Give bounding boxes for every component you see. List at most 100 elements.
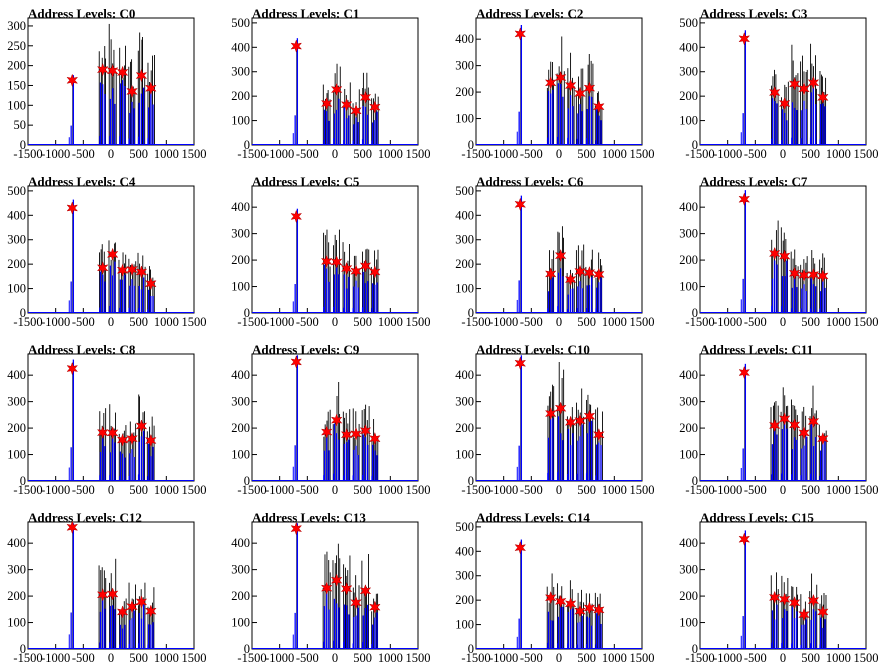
y-tick-label: 0 <box>244 306 250 320</box>
x-tick-label: 500 <box>801 315 820 329</box>
x-tick-label: -1500 <box>13 651 42 665</box>
y-tick-label: 200 <box>231 253 250 267</box>
peak-marker <box>96 425 109 440</box>
y-tick-label: 400 <box>231 368 250 382</box>
peak-marker <box>778 592 791 607</box>
chart-plot: 0 100 200 300 400 -1500-1000 -500 0 500 1000 1500 <box>455 353 655 497</box>
peak-marker <box>816 269 829 283</box>
peak-marker <box>574 604 586 618</box>
y-tick-label: 0 <box>20 474 26 488</box>
x-tick-label: 1500 <box>630 651 655 665</box>
chart-title: Address Levels: C7 <box>700 174 808 189</box>
y-tick-label: 200 <box>231 589 250 603</box>
peak-marker <box>778 249 791 263</box>
y-tick-label: 0 <box>244 138 250 152</box>
x-tick-label: 1000 <box>378 483 403 497</box>
y-tick-label: 300 <box>7 19 26 33</box>
chart-title: Address Levels: C12 <box>28 510 142 525</box>
peak-marker <box>340 581 353 596</box>
peak-marker <box>768 85 781 100</box>
y-tick-label: 50 <box>14 118 27 132</box>
x-tick-label: 1500 <box>406 315 431 329</box>
y-tick-label: 0 <box>468 138 474 152</box>
peak-marker <box>816 605 829 619</box>
y-tick-label: 300 <box>455 59 474 73</box>
x-tick-label: 1500 <box>630 483 655 497</box>
x-tick-label: -1500 <box>13 315 42 329</box>
x-tick-label: -500 <box>72 315 95 329</box>
x-tick-label: 0 <box>556 651 562 665</box>
x-tick-label: -500 <box>296 147 319 161</box>
x-tick-label: -500 <box>744 147 767 161</box>
y-tick-label: 400 <box>7 208 26 222</box>
peak-marker <box>144 433 157 448</box>
chart-plot: 0 100 200 300 400 -1500-1000 -500 0 500 1000 1500 <box>7 353 207 497</box>
x-tick-label: 0 <box>332 315 338 329</box>
peak-marker <box>290 355 303 369</box>
x-tick-label: -1000 <box>489 315 518 329</box>
peak-marker <box>788 418 801 432</box>
x-tick-label: 1000 <box>602 651 627 665</box>
x-tick-label: 0 <box>780 651 786 665</box>
x-tick-label: 1000 <box>378 651 403 665</box>
x-tick-label: -1500 <box>237 147 266 161</box>
x-tick-label: 0 <box>780 315 786 329</box>
peak-marker <box>126 84 138 99</box>
x-tick-label: 0 <box>108 651 114 665</box>
peak-marker <box>564 597 577 611</box>
y-tick-label: 300 <box>7 233 26 247</box>
peak-marker <box>340 261 353 276</box>
y-tick-label: 400 <box>679 200 698 214</box>
y-tick-label: 200 <box>679 253 698 267</box>
y-tick-label: 400 <box>679 40 698 54</box>
chart-plot: 0 100 200 300 400 500 -1500-1000 -500 0 500 1000 15… <box>679 16 878 161</box>
chart-plot: 0 100 200 300 400 -1500-1000 -500 0 500 1000 1500 <box>679 185 879 329</box>
x-tick-label: 1000 <box>378 147 403 161</box>
x-tick-label: 0 <box>780 147 786 161</box>
x-tick-label: 500 <box>129 147 148 161</box>
peak-marker <box>738 532 751 546</box>
y-tick-label: 100 <box>231 114 250 128</box>
y-tick-label: 200 <box>7 257 26 271</box>
y-tick-label: 100 <box>231 616 250 630</box>
chart-panel: Address Levels: C14 0 100 200 300 400 500 -1500… <box>448 504 672 672</box>
x-tick-label: 0 <box>556 483 562 497</box>
peak-marker <box>554 248 567 263</box>
peak-marker <box>514 540 527 555</box>
y-tick-label: 300 <box>231 563 250 577</box>
peak-marker <box>106 587 119 601</box>
y-tick-label: 200 <box>231 421 250 435</box>
x-tick-label: 1000 <box>826 651 851 665</box>
y-tick-label: 300 <box>231 395 250 409</box>
x-tick-label: -500 <box>520 483 543 497</box>
peak-marker <box>330 413 343 427</box>
chart-title: Address Levels: C8 <box>28 342 136 357</box>
y-tick-label: 400 <box>455 208 474 222</box>
y-tick-label: 100 <box>679 616 698 630</box>
chart-panel: Address Levels: C10 0 100 200 300 400 -1500 -10… <box>448 336 672 504</box>
peak-marker <box>290 521 303 536</box>
x-tick-label: -1000 <box>713 483 742 497</box>
peak-marker <box>330 255 343 269</box>
y-tick-label: 200 <box>455 257 474 271</box>
peak-marker <box>106 64 119 78</box>
peak-marker <box>106 426 119 440</box>
peak-marker <box>320 96 333 111</box>
y-tick-label: 300 <box>7 563 26 577</box>
x-tick-label: 1500 <box>854 651 879 665</box>
y-tick-label: 300 <box>679 227 698 241</box>
x-tick-label: -500 <box>296 483 319 497</box>
chart-title: Address Levels: C4 <box>28 174 136 189</box>
peak-marker <box>66 520 79 535</box>
chart-plot: 0 50 100 150 200 250 300 -1500-1000 -500 0 500 1000… <box>7 17 207 161</box>
peak-marker <box>96 62 109 77</box>
peak-marker <box>126 262 138 277</box>
peak-marker <box>320 254 333 269</box>
x-tick-label: 500 <box>129 483 148 497</box>
chart-plot: 0 100 200 300 400 -1500-1000 -500 0 500 1000 1500 <box>679 521 879 665</box>
chart-title: Address Levels: C11 <box>700 342 814 357</box>
chart-title: Address Levels: C13 <box>252 510 366 525</box>
chart-plot: 0 100 200 300 400 500 -1500-1000 -500 0 500 1000 15… <box>231 16 430 161</box>
y-tick-label: 0 <box>692 642 698 656</box>
chart-title: Address Levels: C15 <box>700 510 814 525</box>
